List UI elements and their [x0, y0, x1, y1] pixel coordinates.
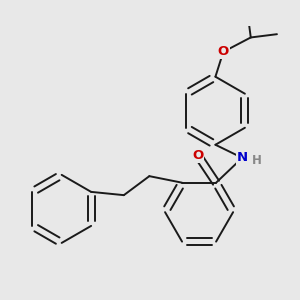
- Text: N: N: [237, 151, 248, 164]
- Text: H: H: [252, 154, 262, 167]
- Text: O: O: [192, 149, 203, 162]
- Text: O: O: [218, 45, 229, 58]
